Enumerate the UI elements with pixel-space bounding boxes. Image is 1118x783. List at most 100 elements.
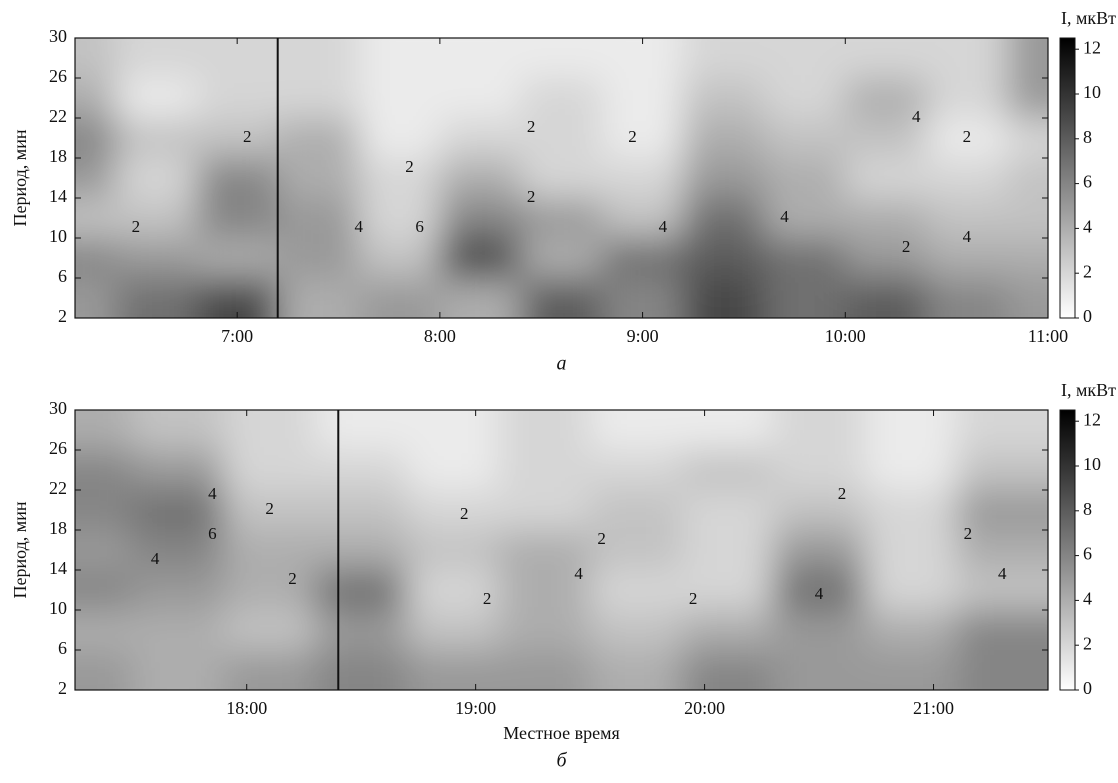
y-tick-label: 26 <box>49 66 67 86</box>
heat-cell <box>115 278 198 318</box>
contour-label: 4 <box>151 549 160 568</box>
contour-label: 2 <box>405 157 414 176</box>
heat-cell <box>115 78 198 119</box>
heat-cell <box>602 158 684 199</box>
colorbar-label: I, мкВт <box>1061 380 1116 400</box>
heat-cell <box>602 278 684 318</box>
heat-cell <box>277 158 360 199</box>
heat-cell <box>681 410 774 451</box>
x-tick-label: 10:00 <box>825 326 866 346</box>
heat-cell <box>315 450 408 491</box>
colorbar <box>1059 37 1076 319</box>
heat-cell <box>773 570 866 611</box>
heat-cell <box>926 78 1008 119</box>
heat-cell <box>196 278 279 318</box>
contour-label: 2 <box>460 504 469 523</box>
y-tick-label: 10 <box>49 226 67 246</box>
heat-cell <box>75 78 117 119</box>
heat-cell <box>315 410 408 451</box>
heat-cell <box>406 650 500 690</box>
x-tick-label: 21:00 <box>913 698 954 718</box>
heat-cell <box>315 650 408 690</box>
colorbar-tick-label: 6 <box>1083 544 1092 564</box>
heat-cell <box>602 118 684 159</box>
contour-label: 2 <box>902 237 911 256</box>
y-tick-label: 10 <box>49 598 67 618</box>
contour-label: 4 <box>208 484 217 503</box>
heat-cell <box>315 490 408 531</box>
heat-cell <box>406 570 500 611</box>
contour-label: 4 <box>780 207 789 226</box>
heat-cell <box>764 158 846 199</box>
heat-cell <box>773 490 866 531</box>
heat-cell <box>602 78 684 119</box>
contour-label: 4 <box>963 227 972 246</box>
heat-cell <box>773 610 866 651</box>
heatmap <box>75 38 1048 318</box>
y-tick-label: 26 <box>49 438 67 458</box>
colorbar-tick-label: 0 <box>1083 306 1092 326</box>
heat-cell <box>75 610 133 651</box>
heat-cell <box>681 610 774 651</box>
x-tick-label: 19:00 <box>455 698 496 718</box>
heat-cell <box>956 450 1048 491</box>
heat-cell <box>115 158 198 199</box>
heat-cell <box>590 410 683 451</box>
heat-cell <box>590 570 683 611</box>
heat-cell <box>520 198 603 239</box>
heat-cell <box>602 238 684 279</box>
heat-cell <box>315 530 408 571</box>
heat-cell <box>926 278 1008 318</box>
heat-cell <box>439 118 522 159</box>
heat-cell <box>845 118 927 159</box>
contour-label: 2 <box>689 589 698 608</box>
x-tick-label: 7:00 <box>221 326 253 346</box>
y-tick-label: 18 <box>49 518 67 538</box>
heat-cell <box>277 198 360 239</box>
heat-cell <box>132 530 225 571</box>
heat-cell <box>132 650 225 690</box>
heat-cell <box>773 450 866 491</box>
heat-cell <box>1007 158 1048 199</box>
heat-cell <box>358 278 441 318</box>
heat-cell <box>864 530 957 571</box>
heat-cell <box>845 158 927 199</box>
heat-cell <box>956 610 1048 651</box>
contour-label: 2 <box>132 217 141 236</box>
heat-cell <box>439 38 522 79</box>
colorbar-tick-label: 8 <box>1083 499 1092 519</box>
heat-cell <box>1007 198 1048 239</box>
heat-cell <box>406 450 500 491</box>
heat-cell <box>1007 78 1048 119</box>
contour-label: 6 <box>415 217 424 236</box>
y-tick-label: 2 <box>58 306 67 326</box>
colorbar-label: I, мкВт <box>1061 8 1116 28</box>
colorbar-tick-label: 12 <box>1083 409 1101 429</box>
heat-cell <box>196 238 279 279</box>
heat-cell <box>277 118 360 159</box>
heat-cell <box>196 38 279 79</box>
y-tick-label: 30 <box>49 398 67 418</box>
heat-cell <box>75 410 133 451</box>
heat-cell <box>681 570 774 611</box>
heat-cell <box>926 158 1008 199</box>
contour-label: 2 <box>483 589 492 608</box>
colorbar-tick-label: 10 <box>1083 454 1101 474</box>
heat-cell <box>864 450 957 491</box>
contour-label: 2 <box>963 127 972 146</box>
heat-cell <box>358 158 441 199</box>
y-tick-label: 2 <box>58 678 67 698</box>
heat-cell <box>498 410 591 451</box>
colorbar-tick-label: 0 <box>1083 678 1092 698</box>
contour-label: 2 <box>527 117 536 136</box>
heat-cell <box>956 410 1048 451</box>
contour-label: 4 <box>574 564 583 583</box>
heat-cell <box>115 238 198 279</box>
heat-cell <box>75 38 117 79</box>
heat-cell <box>315 570 408 611</box>
heat-cell <box>864 490 957 531</box>
heatmap <box>75 410 1048 690</box>
heat-cell <box>520 238 603 279</box>
heat-cell <box>683 118 765 159</box>
